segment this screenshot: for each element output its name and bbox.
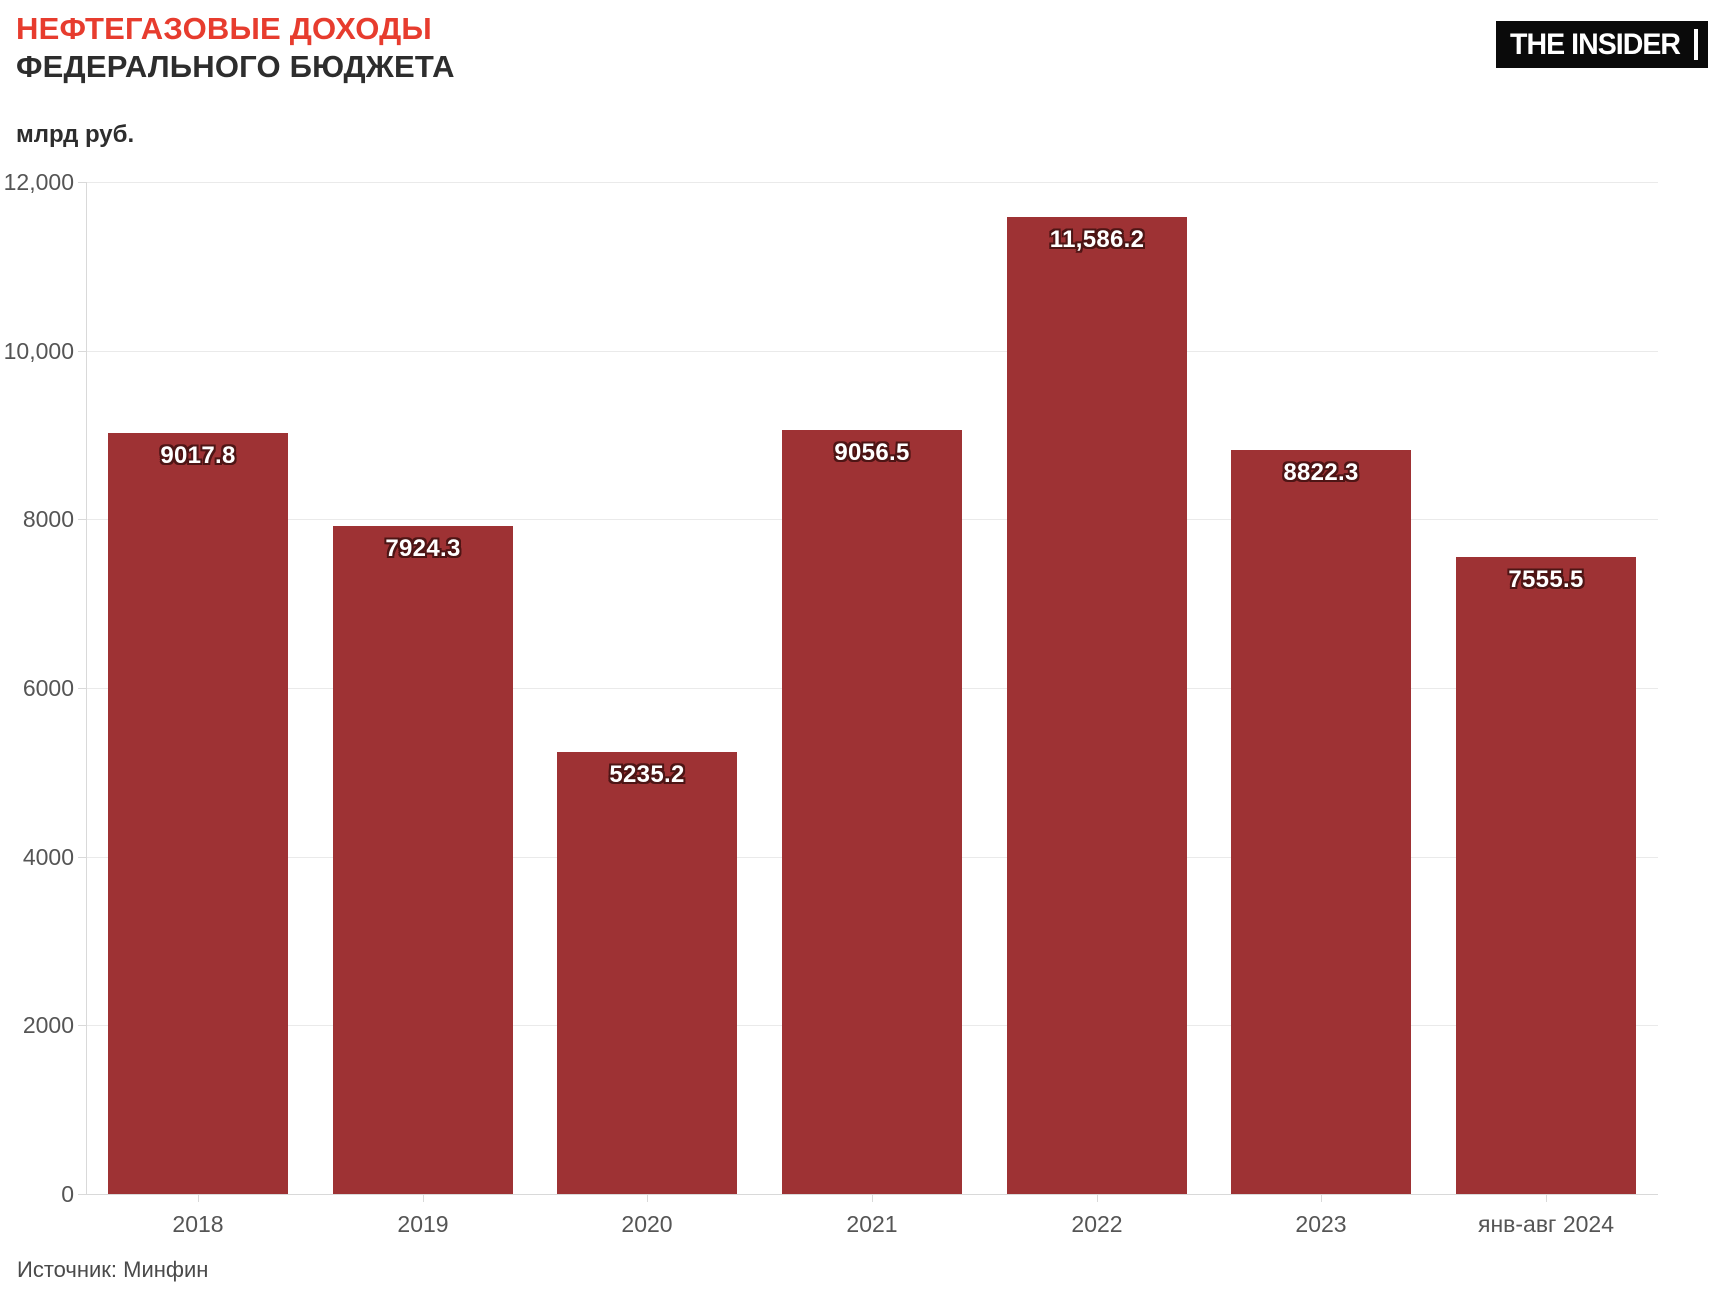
bar xyxy=(108,433,288,1194)
y-tick-label: 10,000 xyxy=(3,338,74,364)
y-tick-label: 6000 xyxy=(22,675,74,701)
x-tick xyxy=(1546,1195,1547,1202)
bar-value-label: 5235.2 xyxy=(609,761,685,788)
x-tick xyxy=(872,1195,873,1202)
gridline xyxy=(86,182,1658,183)
y-tick xyxy=(78,857,86,858)
bar-value-label: 9017.8 xyxy=(160,442,236,469)
x-tick-label: 2020 xyxy=(621,1211,673,1237)
y-tick xyxy=(78,1025,86,1026)
bar xyxy=(1007,217,1187,1194)
bar xyxy=(1456,557,1636,1194)
x-tick-label: 2022 xyxy=(1071,1211,1123,1237)
bar-value-label: 11,586.2 xyxy=(1049,226,1145,253)
logo-text: THE INSIDER xyxy=(1509,27,1681,61)
page-title-line1: НЕФТЕГАЗОВЫЕ ДОХОДЫ xyxy=(16,11,432,46)
bar-value-label: 9056.5 xyxy=(834,439,910,466)
x-tick-label: 2019 xyxy=(397,1211,449,1237)
bar xyxy=(1231,450,1411,1194)
y-tick xyxy=(78,351,86,352)
x-tick xyxy=(423,1195,424,1202)
y-tick-label: 0 xyxy=(61,1181,74,1207)
bar xyxy=(782,430,962,1194)
x-axis-baseline xyxy=(86,1194,1658,1195)
bar-value-label: 7555.5 xyxy=(1508,566,1584,593)
y-tick xyxy=(78,182,86,183)
x-tick-label: 2023 xyxy=(1295,1211,1347,1237)
y-tick-label: 2000 xyxy=(22,1012,74,1038)
logo-cursor-bar xyxy=(1694,29,1698,60)
the-insider-logo: THE INSIDER xyxy=(1495,21,1708,68)
x-tick xyxy=(1097,1195,1098,1202)
page-title-line2: ФЕДЕРАЛЬНОГО БЮДЖЕТА xyxy=(16,49,455,84)
y-tick-label: 4000 xyxy=(22,844,74,870)
bar xyxy=(557,752,737,1194)
y-tick-label: 12,000 xyxy=(3,169,74,195)
bar xyxy=(333,526,513,1194)
source-note: Источник: Минфин xyxy=(17,1257,209,1282)
y-tick xyxy=(78,688,86,689)
page-title: НЕФТЕГАЗОВЫЕ ДОХОДЫ ФЕДЕРАЛЬНОГО БЮДЖЕТА xyxy=(16,10,455,86)
x-tick-label: янв-авг 2024 xyxy=(1478,1211,1614,1237)
x-tick xyxy=(647,1195,648,1202)
x-tick xyxy=(198,1195,199,1202)
units-label: млрд руб. xyxy=(16,121,135,148)
y-tick xyxy=(78,1194,86,1195)
gridline xyxy=(86,351,1658,352)
x-tick-label: 2021 xyxy=(846,1211,898,1237)
x-tick xyxy=(1321,1195,1322,1202)
x-tick-label: 2018 xyxy=(172,1211,224,1237)
bar-value-label: 8822.3 xyxy=(1283,459,1359,486)
y-axis-line xyxy=(86,182,87,1194)
y-tick-label: 8000 xyxy=(22,506,74,532)
bar-value-label: 7924.3 xyxy=(385,535,461,562)
y-tick xyxy=(78,519,86,520)
